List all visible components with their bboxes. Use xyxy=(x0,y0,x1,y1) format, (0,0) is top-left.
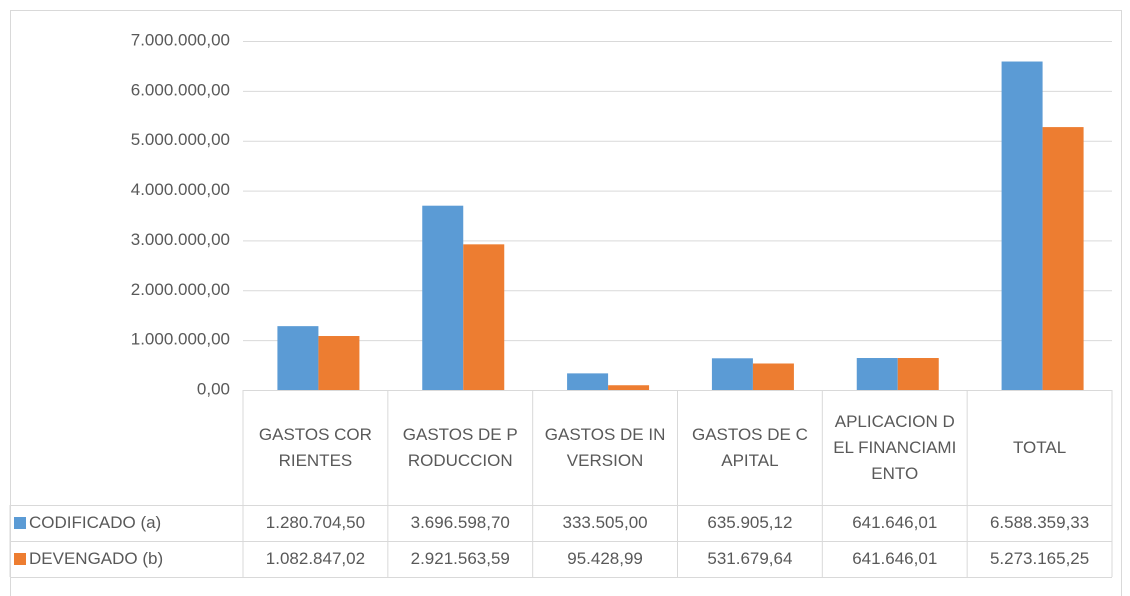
category-label: GASTOS DE PRODUCCION xyxy=(402,424,518,470)
bar xyxy=(711,358,753,390)
category-label: TOTAL xyxy=(1012,437,1067,457)
y-tick-label: 1.000.000,00 xyxy=(131,330,230,349)
y-tick-label: 5.000.000,00 xyxy=(131,130,230,149)
bar xyxy=(567,373,609,390)
bar xyxy=(608,385,650,390)
bar xyxy=(318,336,360,390)
bar xyxy=(752,363,794,390)
table-value: 95.428,99 xyxy=(567,549,643,568)
category-label: GASTOS DE INVERSION xyxy=(544,424,666,470)
table-value: 1.082.847,02 xyxy=(265,549,366,568)
bar xyxy=(897,358,939,390)
category-label: GASTOS DE CAPITAL xyxy=(691,424,808,470)
legend-cell: DEVENGADO (b) xyxy=(10,541,243,577)
table-value: 531.679,64 xyxy=(707,549,793,568)
table-value: 6.588.359,33 xyxy=(989,513,1090,532)
table-value: 5.273.165,25 xyxy=(989,549,1090,568)
category-label: GASTOS CORRIENTES xyxy=(258,424,372,470)
bar xyxy=(856,358,898,390)
chart-border xyxy=(10,10,1122,596)
category-label: APLICACION DEL FINANCIAMIENTO xyxy=(833,411,957,483)
table-value: 635.905,12 xyxy=(707,513,793,532)
bar xyxy=(1042,127,1084,391)
bar xyxy=(422,205,464,390)
legend-cell: CODIFICADO (a) xyxy=(10,505,243,541)
y-tick-label: 0,00 xyxy=(197,379,230,398)
y-tick-label: 2.000.000,00 xyxy=(131,280,230,299)
bar xyxy=(1001,61,1043,391)
y-tick-label: 7.000.000,00 xyxy=(131,30,230,49)
table-value: 333.505,00 xyxy=(562,513,648,532)
legend-label: CODIFICADO (a) xyxy=(29,513,162,532)
y-tick-label: 3.000.000,00 xyxy=(131,230,230,249)
y-tick-label: 4.000.000,00 xyxy=(131,180,230,199)
table-value: 641.646,01 xyxy=(852,549,938,568)
legend-label: DEVENGADO (b) xyxy=(29,549,164,568)
bar xyxy=(277,326,319,390)
y-tick-label: 6.000.000,00 xyxy=(131,80,230,99)
table-value: 1.280.704,50 xyxy=(265,513,366,532)
bar xyxy=(463,244,505,390)
table-value: 641.646,01 xyxy=(852,513,938,532)
table-value: 3.696.598,70 xyxy=(410,513,510,532)
legend-swatch xyxy=(14,517,26,529)
legend-swatch xyxy=(14,553,26,565)
table-value: 2.921.563,59 xyxy=(410,549,510,568)
